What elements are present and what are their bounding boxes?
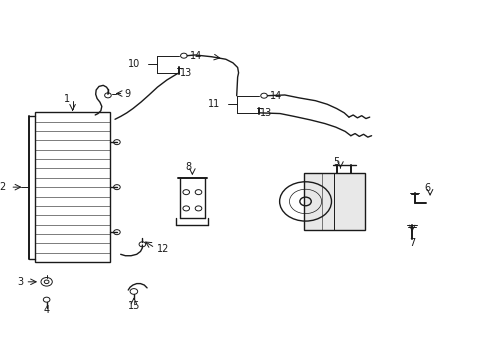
Text: 9: 9 bbox=[124, 89, 130, 99]
Bar bbox=[35, 112, 110, 262]
Text: 11: 11 bbox=[208, 99, 220, 109]
Text: 1: 1 bbox=[64, 94, 70, 104]
Text: 15: 15 bbox=[127, 301, 140, 311]
Text: 12: 12 bbox=[156, 244, 168, 253]
Text: 2: 2 bbox=[0, 182, 5, 192]
Text: 8: 8 bbox=[185, 162, 191, 172]
Text: 14: 14 bbox=[269, 91, 282, 101]
Text: 7: 7 bbox=[408, 238, 414, 248]
Text: 4: 4 bbox=[43, 305, 50, 315]
Text: 3: 3 bbox=[17, 277, 23, 287]
Text: 13: 13 bbox=[180, 68, 192, 78]
Text: 6: 6 bbox=[423, 183, 429, 193]
Text: 14: 14 bbox=[189, 51, 202, 61]
Text: 10: 10 bbox=[128, 59, 140, 69]
Text: 5: 5 bbox=[333, 157, 339, 167]
Text: 13: 13 bbox=[260, 108, 272, 118]
Bar bbox=[303, 173, 364, 230]
